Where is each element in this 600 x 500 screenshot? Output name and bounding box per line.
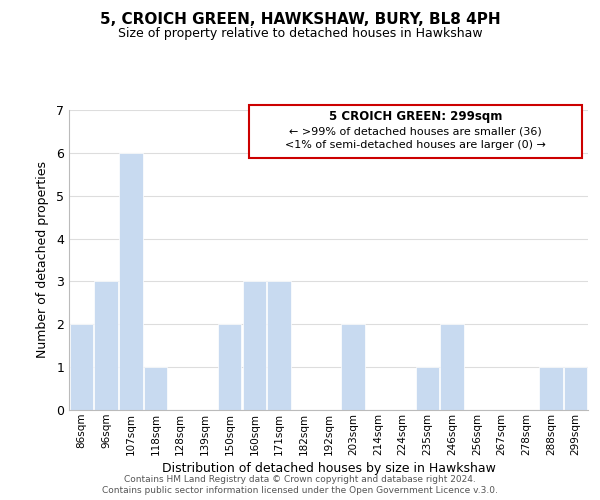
Bar (70, 324, 93, 410)
Bar (242, 282, 266, 410)
Bar (144, 367, 167, 410)
Bar (341, 324, 365, 410)
Y-axis label: Number of detached properties: Number of detached properties (36, 162, 49, 358)
Bar (218, 324, 241, 410)
Text: 5, CROICH GREEN, HAWKSHAW, BURY, BL8 4PH: 5, CROICH GREEN, HAWKSHAW, BURY, BL8 4PH (100, 12, 500, 28)
Bar (416, 367, 439, 410)
Bar (268, 282, 291, 410)
Bar (94, 282, 118, 410)
X-axis label: Distribution of detached houses by size in Hawkshaw: Distribution of detached houses by size … (161, 462, 496, 475)
Bar (539, 367, 563, 410)
Text: Size of property relative to detached houses in Hawkshaw: Size of property relative to detached ho… (118, 28, 482, 40)
Text: Contains public sector information licensed under the Open Government Licence v.: Contains public sector information licen… (102, 486, 498, 495)
Bar (440, 324, 464, 410)
Text: <1% of semi-detached houses are larger (0) →: <1% of semi-detached houses are larger (… (285, 140, 546, 150)
Text: 5 CROICH GREEN: 299sqm: 5 CROICH GREEN: 299sqm (329, 110, 502, 123)
Text: ← >99% of detached houses are smaller (36): ← >99% of detached houses are smaller (3… (289, 126, 542, 136)
Bar (564, 367, 587, 410)
Bar (119, 153, 143, 410)
Text: Contains HM Land Registry data © Crown copyright and database right 2024.: Contains HM Land Registry data © Crown c… (124, 475, 476, 484)
